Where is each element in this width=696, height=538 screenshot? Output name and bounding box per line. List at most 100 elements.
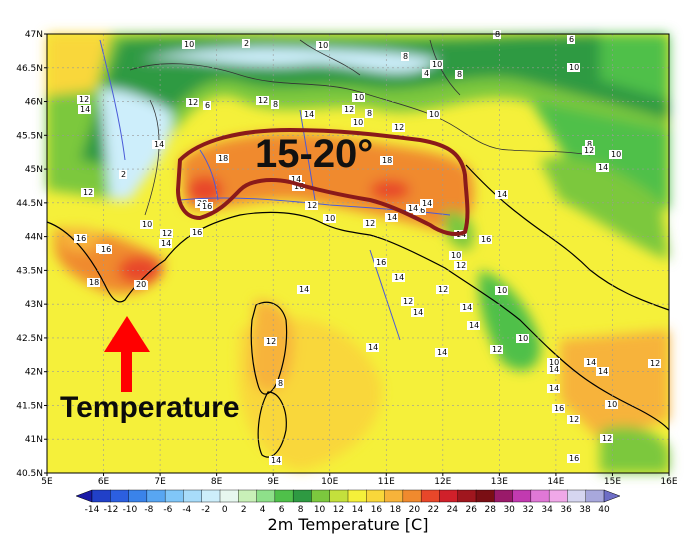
contour-label-bg — [119, 170, 127, 179]
coastlines — [46, 164, 670, 458]
colorbar-tick-label: -2 — [201, 505, 210, 515]
contour-label: 10 — [184, 40, 194, 49]
contour-label-bg — [600, 434, 613, 443]
colorbar-tick-label: -4 — [182, 505, 191, 515]
contour-label: 12 — [569, 415, 579, 424]
contour-label-bg — [547, 358, 560, 367]
contour-label-bg — [380, 156, 393, 165]
contour-label: 14 — [413, 308, 423, 317]
contour-label: 10 — [549, 358, 559, 367]
colorbar-swatch — [292, 489, 313, 503]
longitude-axis: 5E 6E 7E 8E 9E 10E 11E 12E 13E 14E 15E 16E — [41, 473, 678, 487]
contour-label: 12 — [258, 96, 268, 105]
temperature-fields — [47, 34, 669, 473]
contour-label: 10 — [325, 214, 335, 223]
contour-label: 8 — [587, 140, 592, 149]
map-border — [46, 33, 670, 474]
contour-label-bg — [449, 251, 462, 260]
temperature-arrow-label: Temperature — [60, 391, 240, 424]
contour-label: 10 — [451, 251, 461, 260]
contour-label: 12 — [456, 261, 466, 270]
contour-label: 12 — [492, 345, 502, 354]
contour-label-bg — [567, 415, 580, 424]
lon-label: 6E — [98, 477, 110, 487]
contour-label: 14 — [299, 285, 309, 294]
contour-label: 18 — [89, 278, 99, 287]
range-label: 15-20° — [255, 132, 373, 176]
contour-label-bg — [552, 404, 565, 413]
contour-label: 16 — [415, 206, 425, 215]
contour-label-bg — [547, 384, 560, 393]
colorbar-tick-label: 38 — [579, 505, 591, 515]
contour-label-bg — [302, 110, 315, 119]
contour-label: 16 — [554, 404, 564, 413]
contour-label-bg — [516, 334, 529, 343]
colorbar-tick-label: -12 — [104, 505, 119, 515]
colorbar-tick-label: 8 — [298, 505, 304, 515]
contour-label: 12 — [403, 297, 413, 306]
contour-label-bg — [200, 202, 213, 211]
contour-label-bg — [271, 100, 279, 109]
lat-label: 43N — [25, 300, 43, 310]
colorbar-tick-label: 24 — [447, 505, 459, 515]
lat-label: 46N — [25, 98, 43, 108]
contour-label: 8 — [367, 109, 372, 118]
colorbar-tick-label: 18 — [390, 505, 402, 515]
contour-label-bg — [455, 70, 463, 79]
contour-label: 16 — [481, 235, 491, 244]
colorbar-tick-label: 4 — [260, 505, 266, 515]
contour-label: 12 — [584, 146, 594, 155]
colorbar-swatch — [439, 489, 459, 503]
contour-label-bg — [134, 280, 147, 289]
colorbar-tick-label: 34 — [541, 505, 553, 515]
contour-label-bg — [454, 261, 467, 270]
colorbar-tick-label: 2 — [241, 505, 247, 515]
lon-label: 15E — [604, 477, 621, 487]
contour-label: 10 — [318, 41, 328, 50]
contour-label-bg — [99, 245, 112, 254]
contour-label: 12 — [344, 105, 354, 114]
contour-label-bg — [406, 204, 419, 213]
lat-label: 42N — [25, 368, 43, 378]
contour-label-bg — [242, 39, 250, 48]
contour-label-bg — [567, 35, 575, 44]
lat-label: 43.5N — [16, 266, 43, 276]
contour-label-bg — [430, 60, 443, 69]
contour-label: 14 — [304, 110, 314, 119]
contour-label: 14 — [394, 273, 404, 282]
colorbar-swatch — [201, 489, 221, 503]
contour-label-bg — [392, 123, 405, 132]
contour-label: 16 — [192, 228, 202, 237]
contour-label: 10 — [569, 63, 579, 72]
contour-label-bg — [203, 101, 211, 110]
contour-label-bg — [422, 69, 430, 78]
contour-label-bg — [467, 321, 480, 330]
contour-label: 4 — [424, 69, 429, 78]
colorbar-swatch — [384, 489, 404, 503]
contour-label-bg — [264, 337, 277, 346]
contour-label: 10 — [607, 400, 617, 409]
contour-label: 14 — [497, 190, 507, 199]
contour-label: 10 — [497, 286, 507, 295]
colorbar-swatch — [183, 489, 203, 503]
contour-label: 12 — [162, 229, 172, 238]
lat-label: 47N — [25, 30, 43, 40]
lat-label: 45N — [25, 165, 43, 175]
contour-label-bg — [366, 343, 379, 352]
warm-region-outline — [175, 127, 470, 236]
colorbar-tick-label: 30 — [503, 505, 515, 515]
contour-label: 12 — [307, 201, 317, 210]
contour-label: 14 — [80, 105, 90, 114]
lon-label: 14E — [547, 477, 564, 487]
contour-label-bg — [316, 41, 329, 50]
lon-label: 16E — [660, 477, 677, 487]
colorbar-legend: -14 -12 -10 -8 -6 -4 -2 0 2 4 6 8 10 12 14 16 18 20 22 24 26… — [75, 489, 621, 515]
contour-label-bg — [305, 201, 318, 210]
contour-label: 16 — [569, 454, 579, 463]
contour-label-bg — [490, 345, 503, 354]
colorbar-swatch — [530, 489, 550, 503]
colorbar-swatch — [274, 489, 294, 503]
colorbar-swatch — [256, 489, 276, 503]
colorbar-swatch — [110, 489, 130, 503]
contour-label-bg — [585, 140, 593, 149]
